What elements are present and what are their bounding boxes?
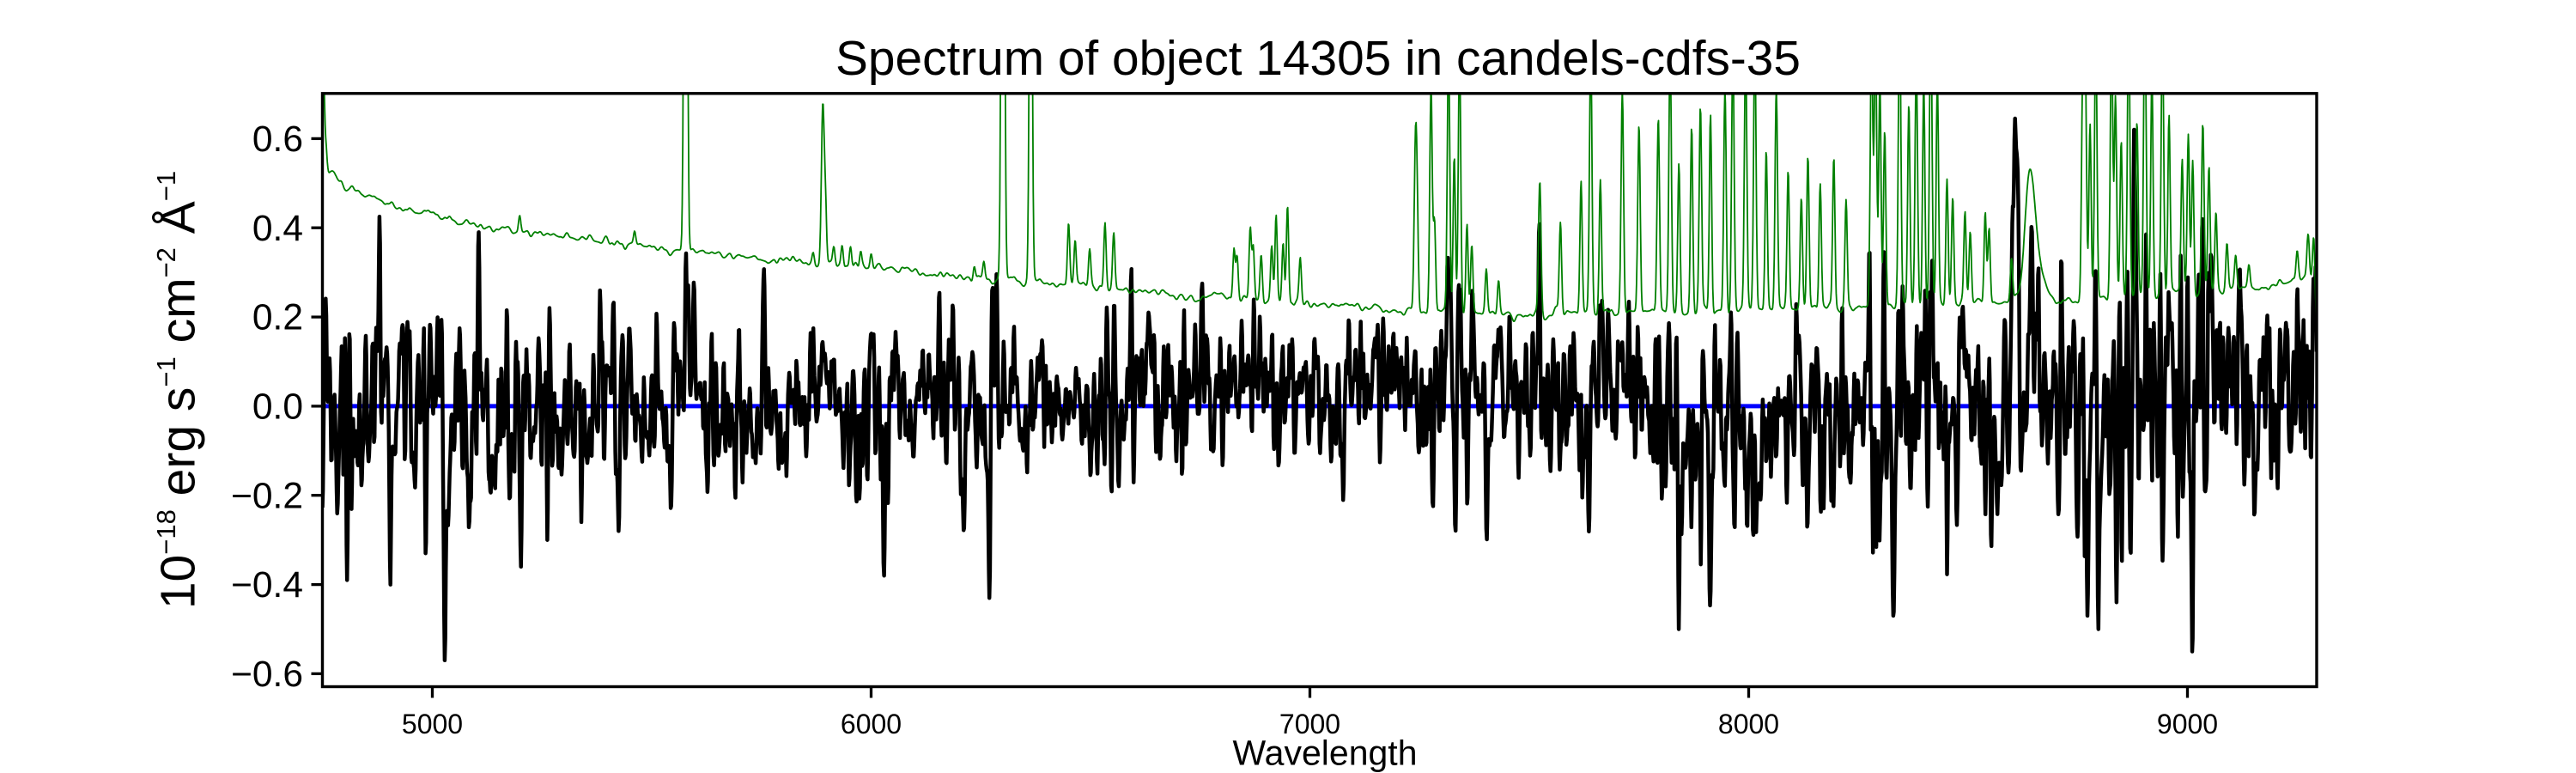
svg-text:0.2: 0.2 [252,298,303,338]
svg-text:8000: 8000 [1718,709,1779,740]
svg-text:−0.6: −0.6 [231,654,303,695]
svg-text:10−18 erg s−1 cm−2 Å−1: 10−18 erg s−1 cm−2 Å−1 [151,171,206,609]
svg-text:9000: 9000 [2157,709,2218,740]
svg-text:0.4: 0.4 [252,209,303,249]
svg-text:6000: 6000 [841,709,902,740]
svg-text:−0.2: −0.2 [231,476,303,516]
svg-text:Wavelength: Wavelength [1233,733,1418,773]
svg-text:0.6: 0.6 [252,119,303,160]
svg-text:−0.4: −0.4 [231,565,303,606]
svg-text:Spectrum of object 14305 in ca: Spectrum of object 14305 in candels-cdfs… [835,32,1801,86]
svg-text:5000: 5000 [402,709,463,740]
svg-text:7000: 7000 [1279,709,1340,740]
svg-text:0.0: 0.0 [252,387,303,428]
